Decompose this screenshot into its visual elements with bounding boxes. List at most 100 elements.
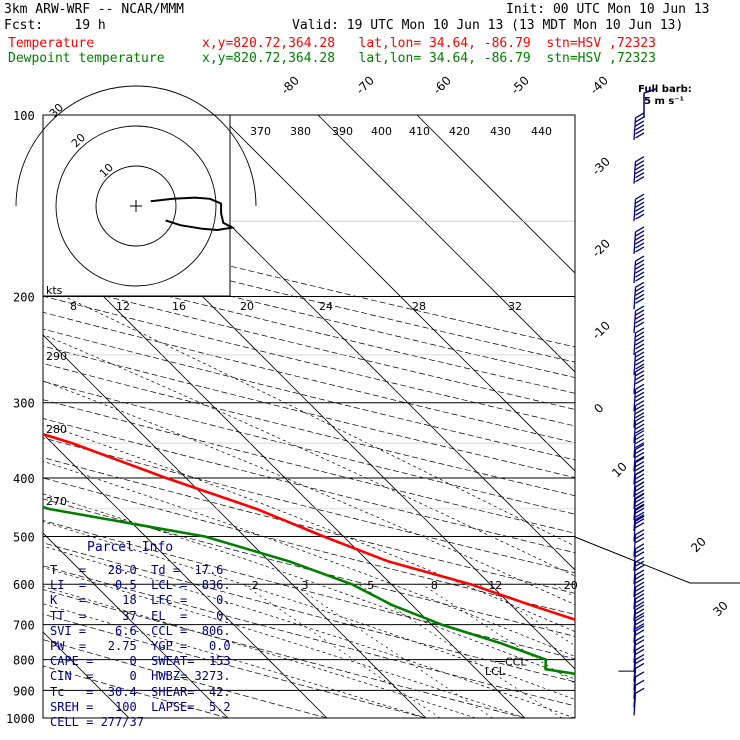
speed-label: 12: [116, 300, 130, 313]
wind-barb-icon: [633, 435, 637, 458]
wind-barb-flag-icon: [635, 226, 645, 233]
wind-barb-flag-icon: [635, 485, 645, 492]
wind-barb-flag-icon: [635, 619, 645, 626]
isotherm-label: -50: [508, 73, 532, 97]
moist-adiabat-line: [43, 603, 427, 718]
wind-barb-flag-icon: [635, 427, 645, 434]
wind-barb-flag-icon: [635, 415, 645, 422]
wind-barb-flag-icon: [635, 128, 645, 135]
theta-label: 400: [371, 125, 392, 138]
wind-barb-icon: [633, 261, 637, 284]
wind-barb-flag-icon: [635, 671, 645, 678]
isotherm-line: [218, 115, 575, 472]
wind-barb-flag-icon: [635, 679, 645, 686]
pressure-label: 700: [13, 619, 35, 633]
mixing-ratio-label: 3: [301, 579, 308, 592]
wind-barb-flag-icon: [635, 635, 645, 642]
theta-label: 290: [46, 350, 67, 363]
wind-barb-icon: [633, 519, 637, 542]
wind-barb-flag-icon: [635, 615, 645, 622]
wind-barb-icon: [633, 311, 637, 334]
dry-adiabat-line: [43, 542, 575, 683]
wind-barb-flag-icon: [635, 197, 645, 204]
isotherm-label: 20: [688, 534, 709, 555]
hodograph-ring: [55, 125, 217, 287]
wind-barb-icon: [633, 498, 637, 521]
wind-barb-icon: [633, 609, 637, 633]
wind-barb-flag-icon: [635, 653, 645, 661]
pressure-label: 600: [13, 578, 35, 592]
wind-barb-flag-icon: [635, 447, 645, 454]
speed-label: 32: [508, 300, 522, 313]
wind-barb-flag-icon: [635, 608, 645, 615]
pressure-label: 500: [13, 530, 35, 544]
wind-barb-flag-icon: [635, 176, 645, 183]
wind-barb-icon: [633, 353, 637, 376]
wind-barb-flag-icon: [635, 289, 645, 296]
wind-barb-flag-icon: [635, 419, 645, 426]
wind-barb-icon: [633, 371, 637, 394]
speed-label: 24: [319, 300, 333, 313]
mixing-ratio-line: [358, 583, 562, 718]
wind-barb-flag-icon: [635, 601, 645, 608]
wind-barb-flag-icon: [635, 477, 645, 484]
parcel-info-row: PW = 2.75 YGP = 0.0: [50, 639, 231, 653]
speed-label: 28: [412, 300, 426, 313]
parcel-info-title: Parcel Info: [87, 540, 174, 555]
mixing-ratio-line: [243, 583, 441, 718]
init-time: Init: 00 UTC Mon 10 Jun 13: [506, 2, 710, 17]
wind-barb-icon: [633, 534, 637, 557]
pressure-label: 900: [13, 684, 35, 698]
wind-barb-flag-icon: [635, 327, 645, 334]
hodograph-ring: [95, 165, 177, 247]
wind-barb-flag-icon: [635, 246, 645, 253]
isotherm-label: 10: [609, 459, 630, 480]
wind-barb-flag-icon: [635, 201, 645, 208]
wind-barb-flag-icon: [635, 687, 645, 694]
wind-barb-icon: [633, 117, 637, 141]
wind-barb-icon: [633, 389, 637, 412]
isotherm-label: 30: [710, 598, 731, 619]
wind-barbs: [633, 112, 645, 716]
parcel-info-row: Tc = 30.4 SHEAR= 42.: [50, 684, 231, 699]
wind-barb-flag-icon: [635, 391, 645, 398]
wind-barb-flag-icon: [635, 662, 645, 669]
isotherm-line: [43, 334, 427, 718]
wind-barb-icon: [633, 231, 637, 255]
wind-barb-flag-icon: [635, 213, 645, 220]
mixing-ratio-line: [553, 583, 575, 598]
wind-barb-flag-icon: [635, 412, 645, 419]
wind-barb-flag-icon: [635, 172, 645, 179]
mixing-ratio-label: 8: [431, 579, 438, 592]
wind-barb-flag-icon: [635, 481, 645, 488]
ccl-label: CCL: [505, 656, 527, 669]
wind-barb-flag-icon: [635, 456, 645, 464]
dry-adiabat-line: [43, 565, 575, 707]
wind-barb-flag-icon: [635, 404, 645, 411]
wind-barb-icon: [633, 161, 637, 184]
wind-barb-icon: [633, 548, 637, 571]
wind-barb-flag-icon: [635, 209, 645, 216]
temperature-location: x,y=820.72,364.28 lat,lon= 34.64, -86.79…: [202, 36, 656, 51]
wind-barb-icon: [633, 199, 637, 222]
wind-barb-flag-icon: [635, 556, 645, 563]
temperature-profile: [43, 432, 575, 622]
dry-adiabat-line: [43, 639, 328, 718]
wind-barb-flag-icon: [635, 451, 645, 458]
wind-barb-flag-icon: [635, 331, 645, 338]
wind-barb-icon: [633, 509, 637, 532]
wind-barb-flag-icon: [635, 267, 645, 274]
forecast-hour: Fcst: 19 h: [4, 18, 106, 33]
wind-barb-flag-icon: [635, 359, 645, 366]
wind-barb-flag-icon: [635, 629, 645, 636]
isotherm-line: [43, 433, 328, 718]
wind-barb-flag-icon: [635, 285, 645, 292]
isotherm-line: [317, 115, 575, 373]
parcel-info-row: CAPE = 0 SWEAT= 153: [50, 654, 231, 669]
wind-barb-flag-icon: [635, 132, 645, 139]
wind-barb-flag-icon: [635, 612, 645, 619]
temperature-legend: Temperature: [8, 36, 95, 51]
wind-barb-flag-icon: [635, 275, 645, 282]
wind-barb-flag-icon: [635, 313, 645, 320]
isotherm-label: -40: [587, 73, 611, 97]
